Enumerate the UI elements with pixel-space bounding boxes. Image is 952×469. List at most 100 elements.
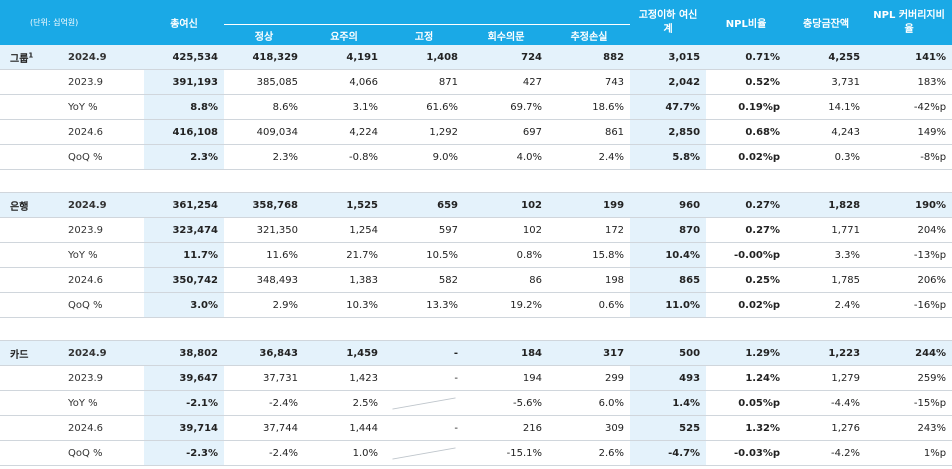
table-cell: 4,224 bbox=[304, 119, 384, 145]
table-cell: 500 bbox=[630, 340, 707, 366]
table-cell: 2.6% bbox=[548, 440, 631, 466]
table-cell: 2.4% bbox=[548, 144, 631, 170]
table-cell: 216 bbox=[464, 415, 548, 441]
table-cell: 525 bbox=[630, 415, 707, 441]
col-npl-ratio: NPL비율 bbox=[706, 0, 787, 45]
period-label: 2023.9 bbox=[58, 217, 144, 243]
table-cell: 427 bbox=[464, 69, 548, 95]
table-cell: 2.4% bbox=[786, 292, 867, 318]
table-cell: 1.4% bbox=[630, 390, 707, 416]
table-cell: 1,279 bbox=[786, 365, 867, 391]
group-name-empty bbox=[0, 390, 58, 416]
table-cell: -4.7% bbox=[630, 440, 707, 466]
table-cell: 0.02%p bbox=[706, 292, 787, 318]
period-label: 2024.6 bbox=[58, 267, 144, 293]
table-cell: 183% bbox=[866, 69, 952, 95]
group-name: 카드 bbox=[0, 340, 58, 366]
group-name: 그룹1 bbox=[0, 45, 58, 70]
table-cell: 61.6% bbox=[384, 94, 464, 120]
table-cell: 141% bbox=[866, 45, 952, 70]
col-caution: 요주의 bbox=[304, 24, 384, 45]
period-label: 2024.9 bbox=[58, 45, 144, 70]
table-cell: -42%p bbox=[866, 94, 952, 120]
table-cell: - bbox=[384, 415, 464, 441]
table-cell: 321,350 bbox=[224, 217, 304, 243]
table-cell: 39,714 bbox=[144, 415, 224, 441]
table-cell: 10.4% bbox=[630, 242, 707, 268]
unit-label: (단위: 십억원) bbox=[0, 0, 144, 45]
table-cell: 0.52% bbox=[706, 69, 787, 95]
table-cell: -4.2% bbox=[786, 440, 867, 466]
table-cell: 14.1% bbox=[786, 94, 867, 120]
table-cell: 1,525 bbox=[304, 192, 384, 218]
footnote-marker: 1 bbox=[28, 51, 34, 60]
table-cell: 0.27% bbox=[706, 217, 787, 243]
table-cell: 9.0% bbox=[384, 144, 464, 170]
table-row: QoQ % 2.3% 2.3% -0.8% 9.0% 4.0% 2.4% 5.8% 0.02%p… bbox=[0, 144, 952, 170]
table-row: 은행 2024.9 361,254 358,768 1,525 659 102 199 960 0… bbox=[0, 192, 952, 218]
table-cell: 1,771 bbox=[786, 217, 867, 243]
table-cell: 1%p bbox=[866, 440, 952, 466]
table-cell: 309 bbox=[548, 415, 631, 441]
table-cell: 1.24% bbox=[706, 365, 787, 391]
period-label: QoQ % bbox=[58, 144, 144, 170]
period-label: YoY % bbox=[58, 94, 144, 120]
table-cell: 1,459 bbox=[304, 340, 384, 366]
table-cell: 3.0% bbox=[144, 292, 224, 318]
table-cell: 1,383 bbox=[304, 267, 384, 293]
table-cell: 69.7% bbox=[464, 94, 548, 120]
group-spacer bbox=[0, 169, 952, 193]
group-name-empty bbox=[0, 94, 58, 120]
table-row: 2023.9 391,193 385,085 4,066 871 427 743 2,042 0… bbox=[0, 69, 952, 95]
table-cell: -2.1% bbox=[144, 390, 224, 416]
table-cell: 1,408 bbox=[384, 45, 464, 70]
table-cell: 659 bbox=[384, 192, 464, 218]
table-cell: 1,292 bbox=[384, 119, 464, 145]
table-cell: 4,191 bbox=[304, 45, 384, 70]
table-cell: 743 bbox=[548, 69, 631, 95]
table-cell: 870 bbox=[630, 217, 707, 243]
table-row: 2023.9 323,474 321,350 1,254 597 102 172 870 0.2… bbox=[0, 217, 952, 243]
table-cell: 1.29% bbox=[706, 340, 787, 366]
table-cell: 206% bbox=[866, 267, 952, 293]
table-cell: 1,423 bbox=[304, 365, 384, 391]
table-row: QoQ % -2.3% -2.4% 1.0% -15.1% 2.6% -4.7% -0.03%… bbox=[0, 440, 952, 466]
group-name-empty bbox=[0, 69, 58, 95]
table-cell: 358,768 bbox=[224, 192, 304, 218]
table-cell: 0.19%p bbox=[706, 94, 787, 120]
table-row: YoY % -2.1% -2.4% 2.5% -5.6% 6.0% 1.4% 0.05%p -4… bbox=[0, 390, 952, 416]
table-cell: 4.0% bbox=[464, 144, 548, 170]
table-cell: 2.9% bbox=[224, 292, 304, 318]
table-cell: - bbox=[384, 365, 464, 391]
table-row: 카드 2024.9 38,802 36,843 1,459-184 317 500 1.29%… bbox=[0, 340, 952, 366]
table-cell: 0.68% bbox=[706, 119, 787, 145]
table-cell: 2,042 bbox=[630, 69, 707, 95]
table-cell: 204% bbox=[866, 217, 952, 243]
period-label: YoY % bbox=[58, 390, 144, 416]
table-cell: 409,034 bbox=[224, 119, 304, 145]
table-cell: -8%p bbox=[866, 144, 952, 170]
table-cell: 0.71% bbox=[706, 45, 787, 70]
table-cell: 1,785 bbox=[786, 267, 867, 293]
table-cell: 10.5% bbox=[384, 242, 464, 268]
group-name-text: 그룹 bbox=[10, 53, 29, 65]
table-cell: -2.4% bbox=[224, 440, 304, 466]
table-cell: 3.1% bbox=[304, 94, 384, 120]
table-cell: 724 bbox=[464, 45, 548, 70]
table-cell: 418,329 bbox=[224, 45, 304, 70]
table-cell: 882 bbox=[548, 45, 631, 70]
table-cell: 21.7% bbox=[304, 242, 384, 268]
group-name-empty bbox=[0, 267, 58, 293]
table-row: YoY % 11.7% 11.6% 21.7% 10.5% 0.8% 15.8% 10.4% -… bbox=[0, 242, 952, 268]
period-label: 2024.9 bbox=[58, 340, 144, 366]
table-cell: 361,254 bbox=[144, 192, 224, 218]
table-cell: -0.03%p bbox=[706, 440, 787, 466]
table-cell: 86 bbox=[464, 267, 548, 293]
table-cell: 1,254 bbox=[304, 217, 384, 243]
table-cell: -15%p bbox=[866, 390, 952, 416]
table-cell bbox=[384, 390, 464, 416]
table-cell: 323,474 bbox=[144, 217, 224, 243]
table-cell: 0.3% bbox=[786, 144, 867, 170]
table-cell: 0.27% bbox=[706, 192, 787, 218]
